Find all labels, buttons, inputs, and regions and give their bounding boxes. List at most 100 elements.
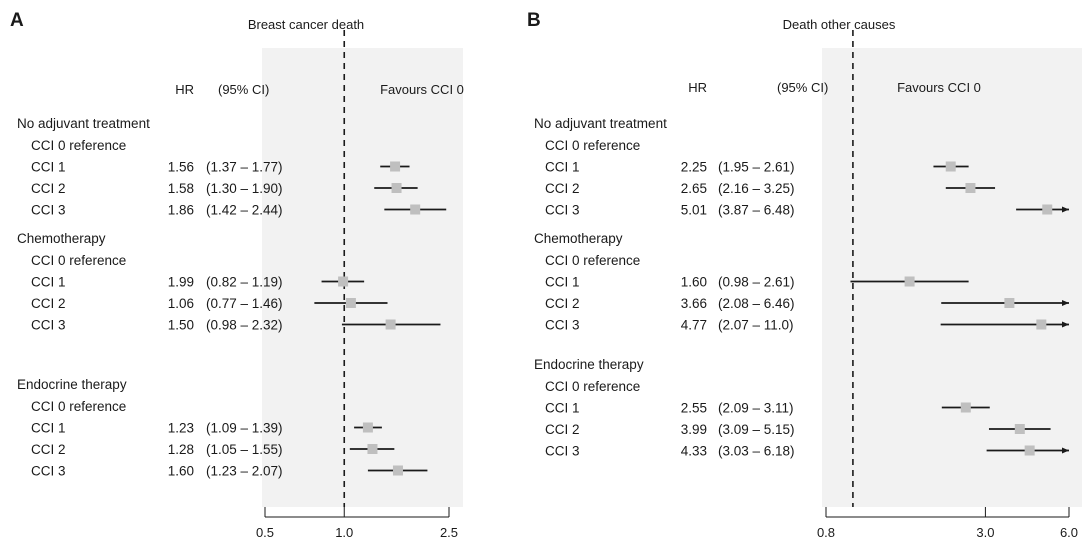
row-hr-value: 4.77 <box>681 318 707 333</box>
x-tick-label: 0.8 <box>817 525 835 540</box>
hr-point-marker <box>391 183 402 193</box>
row-ci-value: (1.30 – 1.90) <box>206 181 283 196</box>
row-label: CCI 3 <box>31 464 66 479</box>
group-label: Chemotherapy <box>17 231 106 246</box>
row-hr-value: 1.99 <box>168 275 194 290</box>
row-ci-value: (1.95 – 2.61) <box>718 160 795 175</box>
hr-point-marker <box>385 319 396 330</box>
row-label: CCI 3 <box>545 318 580 333</box>
row-hr-value: 1.60 <box>168 464 194 479</box>
row-hr-value: 2.55 <box>681 401 707 416</box>
row-hr-value: 1.56 <box>168 160 194 175</box>
row-label: CCI 2 <box>545 422 580 437</box>
plot-shade-b <box>822 48 1082 507</box>
hr-point-marker <box>945 161 956 172</box>
plot-shade-a <box>262 48 463 507</box>
hr-point-marker <box>1024 445 1035 456</box>
row-label: CCI 1 <box>545 275 580 290</box>
reference-row-label: CCI 0 reference <box>31 399 126 414</box>
hr-point-marker <box>965 183 976 193</box>
reference-row-label: CCI 0 reference <box>545 138 640 153</box>
row-hr-value: 1.58 <box>168 181 194 196</box>
row-hr-value: 3.99 <box>681 422 707 437</box>
hr-point-marker <box>390 161 401 172</box>
header-ci: (95% CI) <box>218 82 269 97</box>
row-hr-value: 1.86 <box>168 203 194 218</box>
hr-point-marker <box>960 402 971 413</box>
x-tick-label: 1.0 <box>335 525 353 540</box>
row-label: CCI 3 <box>31 318 66 333</box>
row-label: CCI 1 <box>31 160 66 175</box>
row-label: CCI 2 <box>31 181 66 196</box>
row-label: CCI 3 <box>545 203 580 218</box>
row-label: CCI 1 <box>545 401 580 416</box>
hr-point-marker <box>410 204 421 215</box>
hr-point-marker <box>1004 298 1015 308</box>
row-ci-value: (2.08 – 6.46) <box>718 296 795 311</box>
row-ci-value: (0.77 – 1.46) <box>206 296 283 311</box>
header-favours: Favours CCI 0 <box>897 80 981 95</box>
row-ci-value: (1.23 – 2.07) <box>206 464 283 479</box>
hr-point-marker <box>362 422 373 433</box>
row-ci-value: (2.09 – 3.11) <box>718 401 794 416</box>
row-label: CCI 2 <box>31 442 66 457</box>
row-hr-value: 2.25 <box>681 160 707 175</box>
row-label: CCI 2 <box>31 296 66 311</box>
panel-label: B <box>527 10 541 31</box>
group-label: Chemotherapy <box>534 231 623 246</box>
group-label: No adjuvant treatment <box>534 116 667 131</box>
reference-row-label: CCI 0 reference <box>545 379 640 394</box>
hr-point-marker <box>1014 424 1025 434</box>
row-hr-value: 1.60 <box>681 275 707 290</box>
hr-point-marker <box>904 276 915 287</box>
row-ci-value: (3.09 – 5.15) <box>718 422 795 437</box>
row-ci-value: (0.98 – 2.61) <box>718 275 795 290</box>
header-favours: Favours CCI 0 <box>380 82 464 97</box>
row-hr-value: 5.01 <box>681 203 707 218</box>
row-hr-value: 3.66 <box>681 296 707 311</box>
group-label: No adjuvant treatment <box>17 116 150 131</box>
row-ci-value: (0.82 – 1.19) <box>206 275 283 290</box>
row-label: CCI 1 <box>31 275 66 290</box>
header-ci: (95% CI) <box>777 80 828 95</box>
x-tick-label: 6.0 <box>1060 525 1078 540</box>
header-hr: HR <box>175 82 194 97</box>
hr-point-marker <box>1042 204 1053 215</box>
x-tick-label: 0.5 <box>256 525 274 540</box>
hr-point-marker <box>1036 319 1047 330</box>
hr-point-marker <box>338 276 349 287</box>
row-ci-value: (3.87 – 6.48) <box>718 203 795 218</box>
reference-row-label: CCI 0 reference <box>31 253 126 268</box>
row-label: CCI 3 <box>545 444 580 459</box>
row-label: CCI 3 <box>31 203 66 218</box>
group-label: Endocrine therapy <box>534 357 644 372</box>
header-hr: HR <box>688 80 707 95</box>
row-ci-value: (1.09 – 1.39) <box>206 421 283 436</box>
row-label: CCI 2 <box>545 296 580 311</box>
row-hr-value: 1.28 <box>168 442 194 457</box>
row-ci-value: (1.42 – 2.44) <box>206 203 283 218</box>
hr-point-marker <box>345 298 356 308</box>
row-hr-value: 1.06 <box>168 296 194 311</box>
row-hr-value: 4.33 <box>681 444 707 459</box>
hr-point-marker <box>367 444 378 454</box>
row-hr-value: 2.65 <box>681 181 707 196</box>
row-label: CCI 2 <box>545 181 580 196</box>
group-label: Endocrine therapy <box>17 377 127 392</box>
row-ci-value: (0.98 – 2.32) <box>206 318 283 333</box>
x-tick-label: 3.0 <box>976 525 994 540</box>
hr-point-marker <box>392 465 403 476</box>
row-ci-value: (2.16 – 3.25) <box>718 181 795 196</box>
panel-label: A <box>10 10 24 31</box>
row-hr-value: 1.50 <box>168 318 194 333</box>
reference-row-label: CCI 0 reference <box>545 253 640 268</box>
row-ci-value: (2.07 – 11.0) <box>718 318 794 333</box>
panel-title: Death other causes <box>783 17 896 32</box>
row-label: CCI 1 <box>545 160 580 175</box>
row-ci-value: (1.37 – 1.77) <box>206 160 283 175</box>
panel-title: Breast cancer death <box>248 17 364 32</box>
row-ci-value: (1.05 – 1.55) <box>206 442 283 457</box>
row-hr-value: 1.23 <box>168 421 194 436</box>
